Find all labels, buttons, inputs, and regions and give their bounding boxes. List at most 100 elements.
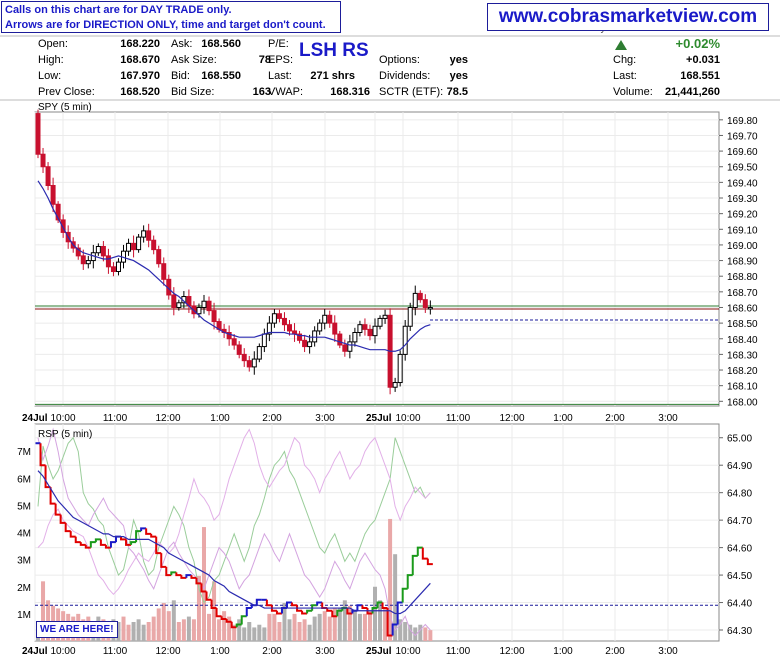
candle-body (322, 314, 328, 324)
rsp-price-segment (200, 583, 207, 593)
y-tick-label: 169.60 (727, 147, 758, 158)
up-triangle-icon (615, 40, 627, 50)
candle-body (171, 294, 177, 308)
x-tick-label: 3:00 (315, 413, 335, 424)
rsp-chart-title: RSP (5 min) (38, 429, 92, 440)
rsp-price-segment (230, 621, 237, 629)
rsp-price-segment (74, 536, 81, 544)
volume-bar (136, 619, 141, 641)
rsp-price-segment (331, 610, 338, 618)
x-tick-label: 12:00 (155, 413, 180, 424)
rsp-price-segment (296, 605, 303, 612)
volume-bar (317, 613, 322, 641)
y-tick-label: 169.20 (727, 210, 758, 221)
candle-body (276, 313, 282, 319)
candle-body (266, 322, 272, 335)
volume-bar (428, 630, 433, 641)
rsp-price-segment (401, 587, 408, 603)
volume-bar (342, 600, 347, 641)
volume-bar (181, 619, 186, 641)
rsp-price-segment (185, 574, 192, 578)
volume-bar (352, 611, 357, 641)
candle-body (342, 344, 348, 352)
y-tick-label: 169.30 (727, 194, 758, 205)
x-tick-label: 10:00 (50, 646, 75, 657)
x-tick-label: 11:00 (446, 646, 471, 657)
rsp-price-segment (416, 546, 423, 556)
volume-bar (322, 611, 327, 641)
candle-body (201, 300, 207, 308)
candle-body (246, 360, 252, 368)
volume-bar (398, 619, 403, 641)
notice-line-2: Arrows are for DIRECTION ONLY, time and … (5, 19, 326, 31)
volume-bar (403, 622, 408, 641)
y-tick-label: 168.00 (727, 397, 758, 408)
rsp-price-segment (366, 608, 373, 615)
rsp-price-segment (235, 623, 242, 628)
volume-bar (262, 627, 267, 641)
rsp-price-segment (270, 605, 277, 612)
quote-value: 78 (258, 54, 271, 66)
rsp-price-segment (255, 598, 262, 606)
candle-body (95, 245, 101, 254)
volume-bar (388, 518, 393, 641)
x-tick-label: 3:00 (658, 413, 678, 424)
rsp-price-segment (180, 575, 187, 579)
volume-bar (297, 622, 302, 641)
quote-value: 168.550 (201, 70, 241, 82)
rsp-price-segment (69, 531, 76, 538)
candle-body (392, 382, 398, 388)
x-tick-label: 24Jul (22, 646, 48, 657)
quote-value: 78.5 (446, 86, 468, 98)
rsp-price-segment (210, 599, 217, 610)
website-banner[interactable]: www.cobrasmarketview.com (487, 3, 769, 31)
quote-value: 168.670 (120, 54, 160, 66)
candle-body (136, 236, 142, 251)
candle-body (85, 260, 91, 265)
volume-bar (332, 608, 337, 641)
y-tick-label: 169.00 (727, 241, 758, 252)
y-tick-label: 168.90 (727, 257, 758, 268)
volume-bar (277, 622, 282, 641)
volume-bar (207, 613, 212, 641)
y-tick-label: 168.40 (727, 335, 758, 346)
volume-bar (393, 554, 398, 641)
rsp-price-segment (84, 544, 91, 549)
candle-body (256, 346, 262, 360)
candle-body (377, 317, 383, 327)
day-trade-notice: Calls on this chart are for DAY TRADE on… (1, 1, 341, 33)
quote-label: Ask: (171, 38, 193, 50)
rsp-price-segment (240, 615, 247, 625)
price-chart-title: SPY (5 min) (38, 102, 92, 113)
candle-body (211, 310, 217, 323)
volume-bar (362, 613, 367, 641)
candle-body (110, 266, 116, 273)
volume-bar (373, 586, 378, 641)
candle-body (332, 322, 338, 335)
volume-bar (347, 605, 352, 641)
candle-body (422, 299, 428, 308)
y-tick-label: 64.80 (727, 489, 752, 500)
x-tick-label: 24Jul (22, 413, 48, 424)
rsp-price-segment (109, 541, 116, 548)
candle-body (261, 333, 267, 348)
x-tick-label: 2:00 (605, 646, 625, 657)
candle-body (367, 328, 373, 337)
candle-body (241, 353, 247, 362)
x-tick-label: 10:00 (50, 413, 75, 424)
rsp-price-segment (120, 536, 127, 541)
rsp-price-segment (336, 609, 343, 617)
volume-bar (171, 600, 176, 641)
x-tick-label: 2:00 (262, 413, 282, 424)
y-tick-label: 64.50 (727, 571, 752, 582)
candle-body (352, 332, 358, 343)
y-tick-label: 169.40 (727, 178, 758, 189)
y-tick-label: 64.70 (727, 516, 752, 527)
candle-body (312, 330, 318, 343)
volume-bar (146, 622, 151, 641)
rsp-price-segment (145, 528, 152, 535)
y-tick-label: 168.60 (727, 303, 758, 314)
x-tick-label: 11:00 (103, 646, 128, 657)
y-tick-label: 168.50 (727, 319, 758, 330)
candle-body (146, 230, 152, 241)
